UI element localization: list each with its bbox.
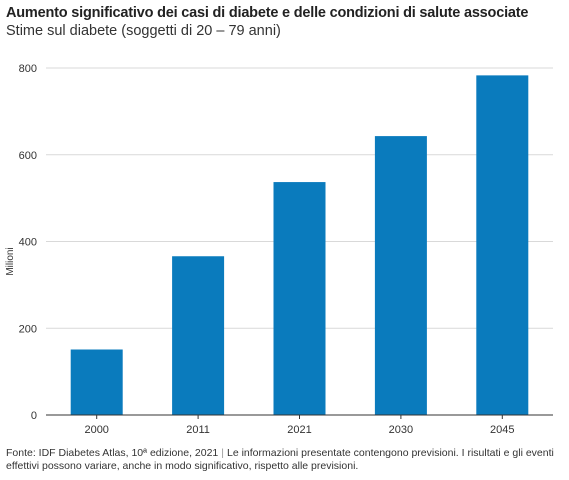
footer-separator: | — [221, 447, 224, 459]
y-tick-label: 200 — [19, 323, 37, 335]
y-tick-labels: 0 200 400 600 800 — [19, 63, 37, 422]
bar-2021 — [273, 182, 326, 415]
x-tick-label: 2011 — [186, 424, 210, 436]
bar-2011 — [172, 256, 225, 415]
x-tick-label: 2045 — [490, 424, 514, 436]
x-tick-label: 2030 — [389, 424, 413, 436]
footer-note: Fonte: IDF Diabetes Atlas, 10ª edizione,… — [6, 447, 564, 473]
bar-2045 — [476, 75, 529, 415]
footer-disclaimer: Le informazioni presentate contengono pr… — [6, 447, 554, 472]
bar-2000 — [70, 349, 123, 415]
bars — [70, 75, 529, 415]
y-tick-label: 400 — [19, 237, 37, 249]
y-tick-label: 600 — [19, 150, 37, 162]
y-tick-label: 0 — [31, 410, 37, 422]
y-tick-label: 800 — [19, 63, 37, 75]
x-tick-labels: 2000 2011 2021 2030 2045 — [84, 415, 515, 436]
footer-source: Fonte: IDF Diabetes Atlas, 10ª edizione,… — [6, 447, 219, 459]
chart-subtitle: Stime sul diabete (soggetti di 20 – 79 a… — [6, 23, 281, 39]
x-tick-label: 2021 — [287, 424, 311, 436]
y-axis-label: Milioni — [5, 247, 16, 275]
x-tick-label: 2000 — [84, 424, 108, 436]
bar-2030 — [374, 136, 427, 415]
chart-title: Aumento significativo dei casi di diabet… — [6, 5, 529, 21]
